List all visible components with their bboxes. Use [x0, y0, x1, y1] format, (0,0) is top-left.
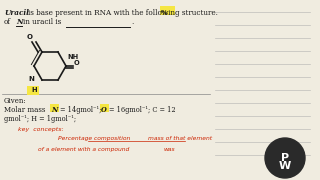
Text: was: was: [163, 147, 175, 152]
Text: = 14gmol⁻¹;: = 14gmol⁻¹;: [60, 106, 103, 114]
Text: P: P: [281, 153, 289, 163]
Text: in uracil is: in uracil is: [23, 18, 61, 26]
FancyBboxPatch shape: [50, 104, 59, 112]
FancyBboxPatch shape: [160, 6, 175, 15]
Text: gmol⁻¹; H = 1gmol⁻¹;: gmol⁻¹; H = 1gmol⁻¹;: [4, 115, 76, 123]
FancyBboxPatch shape: [100, 104, 109, 112]
Text: mass of that element: mass of that element: [148, 136, 212, 141]
Text: is base present in RNA with the following structure.: is base present in RNA with the followin…: [28, 9, 218, 17]
Text: .: .: [131, 18, 133, 26]
Text: = 16gmol⁻¹; C = 12: = 16gmol⁻¹; C = 12: [109, 106, 176, 114]
FancyBboxPatch shape: [27, 86, 39, 95]
Text: Molar mass: Molar mass: [4, 106, 45, 114]
Text: W: W: [279, 161, 291, 171]
Text: O: O: [27, 34, 33, 40]
Text: N: N: [28, 76, 34, 82]
Text: NH: NH: [67, 54, 78, 60]
Text: O: O: [74, 60, 80, 66]
Text: key  concepts:: key concepts:: [18, 127, 64, 132]
Text: %: %: [161, 9, 168, 17]
Text: Percentage composition: Percentage composition: [58, 136, 130, 141]
Text: Uracil: Uracil: [4, 9, 29, 17]
Text: O: O: [101, 106, 107, 114]
Text: H: H: [31, 87, 36, 93]
Text: of: of: [4, 18, 11, 26]
Text: N: N: [16, 18, 23, 26]
Text: Given:: Given:: [4, 97, 27, 105]
Text: of a element with a compound: of a element with a compound: [38, 147, 129, 152]
Text: N: N: [51, 106, 57, 114]
Circle shape: [265, 138, 305, 178]
